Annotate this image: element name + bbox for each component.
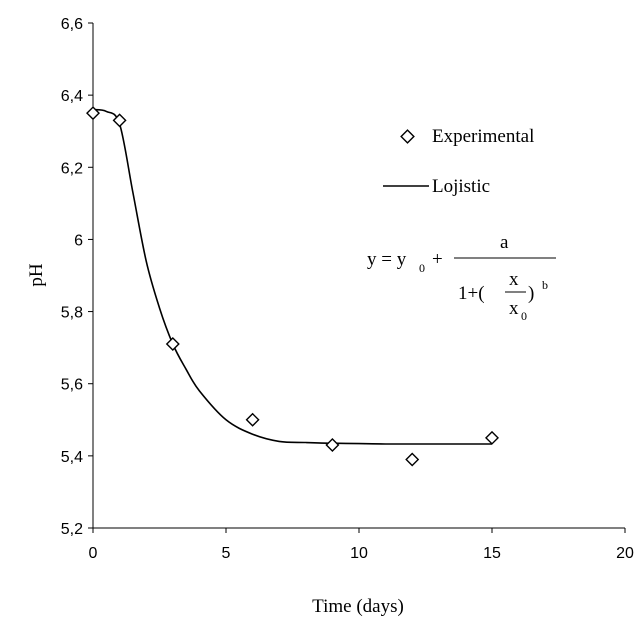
experimental-point	[165, 337, 180, 352]
equation-x0-subscript: 0	[521, 309, 527, 323]
y-tick-label: 5,6	[61, 377, 83, 394]
legend: Experimental Lojistic	[383, 126, 534, 197]
equation-denominator-prefix: 1+(	[458, 283, 485, 304]
experimental-point	[325, 438, 340, 453]
x-tick-label: 5	[222, 545, 231, 562]
y-tick-label: 5,2	[61, 521, 83, 538]
legend-label-lojistic: Lojistic	[432, 176, 490, 197]
equation-lhs: y = y	[367, 249, 407, 270]
y-tick-label: 5,4	[61, 449, 83, 466]
experimental-point	[485, 430, 499, 445]
experimental-point	[405, 452, 420, 467]
legend-marker-experimental	[400, 129, 415, 144]
legend-label-experimental: Experimental	[432, 126, 534, 147]
y-tick-label: 6	[74, 232, 83, 249]
y-tick-label: 6,6	[61, 16, 83, 33]
y-axis-ticks: 5,2 5,4 5,6 5,8 6 6,2 6,4 6,6	[61, 16, 93, 538]
x-tick-label: 0	[89, 545, 98, 562]
series-line-lojistic	[92, 108, 492, 445]
y-axis-title: pH	[26, 263, 47, 287]
equation-inner-denominator: x	[509, 298, 519, 319]
plot-area: 0 5 10 15 20 5,2 5,4 5,6 5,8 6 6,2 6,4 6,6	[61, 16, 634, 562]
y-tick-label: 5,8	[61, 305, 83, 322]
x-tick-label: 15	[483, 545, 501, 562]
experimental-markers	[86, 106, 499, 467]
x-tick-label: 20	[616, 545, 634, 562]
y-tick-label: 6,4	[61, 88, 83, 105]
x-axis-ticks: 0 5 10 15 20	[89, 528, 634, 562]
equation: y = y 0 + a 1+( x x 0 ) b	[367, 232, 556, 323]
x-tick-label: 10	[350, 545, 368, 562]
equation-numerator: a	[500, 232, 509, 253]
equation-exponent: b	[542, 278, 548, 292]
experimental-point	[112, 113, 127, 128]
experimental-point	[245, 412, 260, 427]
equation-suffix: )	[528, 283, 534, 304]
equation-inner-numerator: x	[509, 269, 519, 290]
y-tick-label: 6,2	[61, 160, 83, 177]
experimental-point	[86, 106, 100, 121]
equation-plus: +	[432, 249, 443, 270]
x-axis-title: Time (days)	[312, 596, 404, 617]
equation-y0-subscript: 0	[419, 261, 425, 275]
